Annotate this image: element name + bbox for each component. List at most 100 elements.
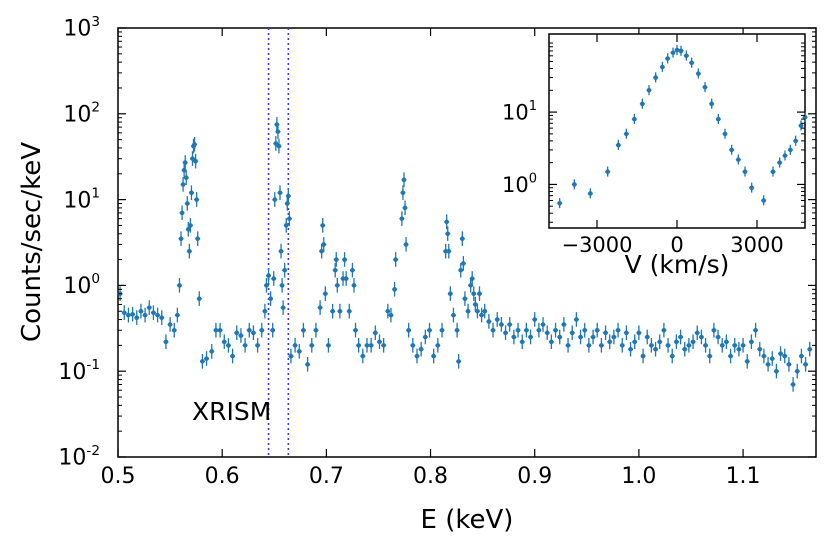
inset-y-ticks: 100 101 [502,42,805,223]
data-point [188,185,194,201]
x-tick-label: 3000 [730,233,783,257]
data-point [459,231,465,246]
data-point [333,252,339,267]
data-point [665,53,671,64]
data-point [192,136,198,152]
data-point [782,348,788,364]
data-point [325,337,331,353]
data-point [807,341,813,357]
data-point [798,348,804,364]
data-point [406,322,412,338]
data-point [263,277,269,293]
data-point [557,198,563,209]
data-point [695,68,701,79]
data-point [454,322,460,338]
data-point [548,334,554,350]
data-point [469,271,475,286]
y-tick-label: 101 [502,99,537,124]
data-point [490,322,496,338]
data-point [125,307,131,323]
data-point [279,277,285,293]
data-point [790,377,796,392]
data-point [770,166,776,177]
data-point [715,329,721,345]
data-point [246,322,252,338]
data-point [296,344,302,359]
inset-x-axis-label: V (km/s) [625,250,730,279]
data-point [682,341,688,357]
data-point [278,243,284,259]
data-point [146,300,152,315]
data-point [702,82,708,93]
data-point [183,170,189,185]
data-point [255,337,261,353]
data-point [167,317,173,332]
data-point [674,44,680,55]
data-point [761,195,767,206]
data-point [728,348,734,364]
data-point [735,154,741,165]
data-point [178,231,184,246]
data-point [276,138,282,154]
inset-x-ticks: −3000 0 3000 [561,34,784,257]
data-point [343,271,349,286]
data-point [532,312,538,327]
data-point [639,98,645,109]
data-point [683,50,689,61]
data-point [673,334,679,350]
data-point [740,337,746,353]
data-point [723,334,729,350]
data-point [786,356,792,372]
data-point [573,312,579,327]
y-tick-label: 100 [63,271,100,299]
data-point [142,307,148,323]
data-point [565,337,571,353]
data-point [578,329,584,345]
data-point [778,346,784,361]
data-point [519,334,525,350]
data-point [636,325,642,341]
data-point [603,325,609,341]
data-point [594,322,600,338]
data-point [392,281,398,297]
data-point [272,192,278,207]
data-point [134,310,140,325]
data-point [401,172,407,188]
data-point [474,303,480,319]
data-point [757,341,763,357]
data-point [180,177,186,192]
data-point [155,307,161,323]
data-point [523,322,529,338]
data-point [418,341,424,357]
data-point [456,354,462,369]
data-point [653,341,659,357]
x-tick-label: 0.9 [517,464,552,489]
x-tick-label: 1.1 [726,464,761,489]
data-point [479,307,485,323]
data-point [322,286,328,301]
data-point [450,307,456,323]
data-point [571,179,577,190]
data-point [368,337,374,353]
data-point [410,337,416,353]
data-point [582,322,588,338]
data-point [439,322,445,338]
data-point [280,300,286,315]
data-point [381,337,387,353]
data-point [615,322,621,338]
data-point [163,334,169,350]
data-point [187,218,193,233]
data-point [273,136,279,151]
data-point [259,322,265,338]
data-point [184,196,190,211]
data-point [557,329,563,345]
main-y-axis-label: Counts/sec/keV [17,142,47,342]
data-point [186,243,192,259]
data-point [793,135,799,146]
data-point [150,305,156,320]
data-point [292,337,298,353]
data-point [445,226,451,241]
data-point [360,348,366,364]
data-point [414,348,420,364]
data-point [587,188,593,199]
